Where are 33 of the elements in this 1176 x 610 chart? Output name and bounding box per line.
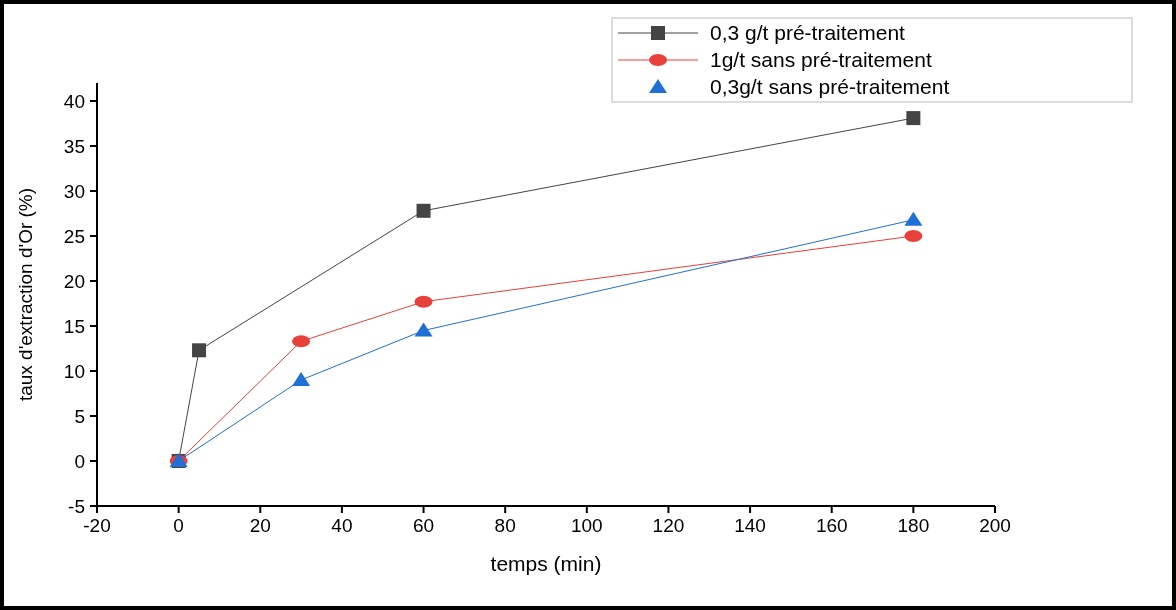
x-tick-label: 160 [815, 515, 848, 536]
y-tick-label: 0 [74, 451, 85, 472]
x-tick-label: -20 [83, 515, 111, 536]
y-tick-label: 35 [63, 136, 85, 157]
x-tick-label: 80 [494, 515, 516, 536]
x-tick-label: 200 [979, 515, 1011, 536]
y-tick-label: 40 [63, 91, 85, 112]
y-tick-label: 25 [63, 226, 85, 247]
point [416, 203, 431, 218]
point [414, 322, 433, 337]
point [904, 211, 923, 226]
y-axis-title: taux d'extraction d'Or (%) [15, 187, 36, 402]
x-tick-label: 60 [412, 515, 435, 536]
y-tick-label: -5 [68, 496, 85, 517]
y-tick-label: 30 [63, 181, 85, 202]
x-axis-title: temps (min) [490, 552, 602, 575]
x-tick-label: 180 [897, 515, 930, 536]
x-tick-label: 140 [734, 515, 766, 536]
y-tick-label: 20 [63, 271, 85, 292]
legend-label: 0,3g/t sans pré-traitement [710, 75, 950, 98]
legend-label: 1g/t sans pré-traitement [710, 48, 932, 71]
point [292, 372, 311, 386]
x-tick-label: 40 [331, 515, 353, 536]
legend-label: 0,3 g/t pré-traitement [710, 21, 906, 44]
x-tick-label: 120 [652, 515, 685, 536]
point [906, 111, 921, 126]
y-tick-label: 10 [63, 361, 85, 382]
x-tick-label: 0 [173, 515, 184, 536]
x-tick-label: 20 [249, 515, 271, 536]
y-tick-label: 15 [63, 316, 85, 337]
y-tick-label: 5 [74, 406, 85, 427]
point [192, 343, 207, 358]
x-tick-label: 100 [570, 515, 603, 536]
